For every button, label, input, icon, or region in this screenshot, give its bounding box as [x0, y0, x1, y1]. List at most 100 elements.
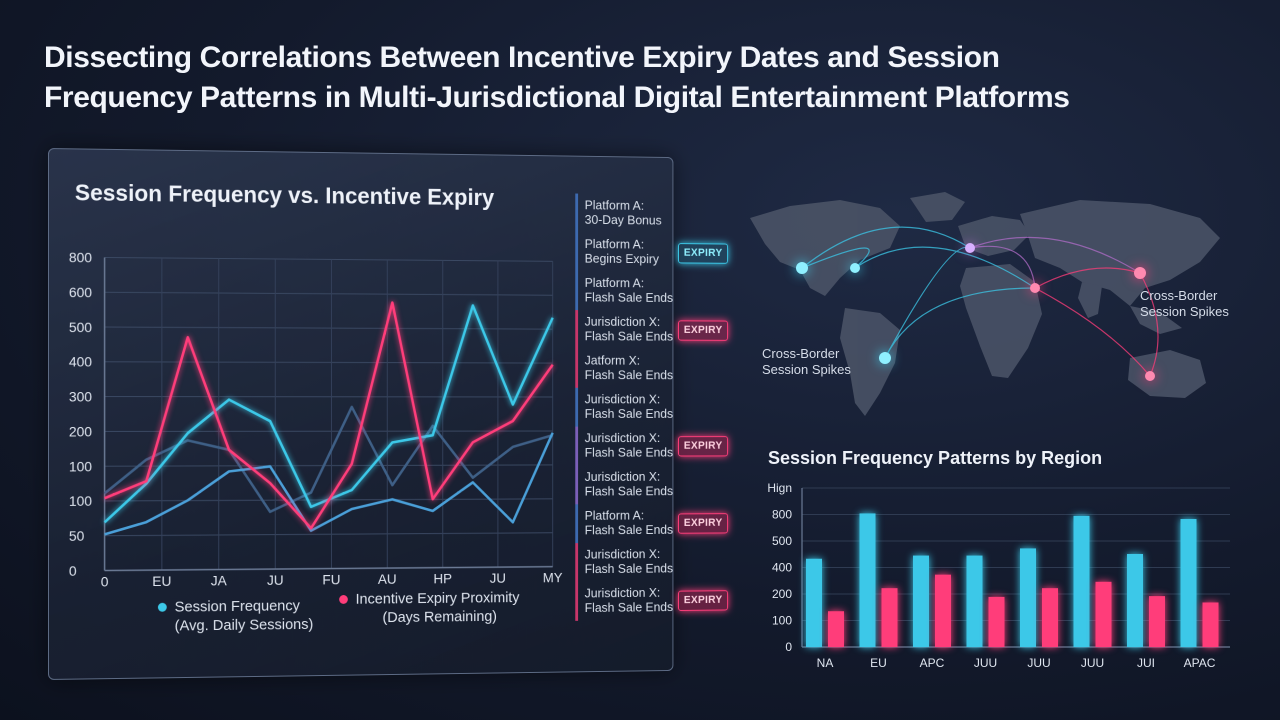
map-arc	[1034, 287, 1151, 377]
map-arc	[884, 287, 1036, 359]
map-label-line: Cross-Border	[1140, 288, 1218, 303]
bar	[1042, 588, 1058, 647]
y-tick-label: 0	[785, 640, 792, 654]
legend-session-sublabel: (Avg. Daily Sessions)	[174, 616, 314, 635]
y-tick-label: 400	[69, 354, 92, 370]
x-tick-label: JUI	[1137, 656, 1155, 670]
event-platform: Jurisdiction X:	[584, 391, 661, 407]
map-label-cross-border-right: Cross-Border Session Spikes	[1140, 288, 1229, 320]
y-tick-label: 400	[772, 561, 792, 575]
legend-incentive-expiry: Incentive Expiry Proximity (Days Remaini…	[339, 588, 519, 627]
x-tick-label: JUU	[1081, 656, 1104, 670]
x-tick-label: FU	[322, 571, 340, 587]
event-item: Platform A: Flash Sale Ends	[575, 271, 695, 311]
x-tick-label: APAC	[1184, 656, 1216, 670]
y-tick-label: 0	[69, 563, 77, 579]
x-tick-label: HP	[433, 570, 452, 586]
map-hotspot	[1134, 267, 1146, 279]
event-item: Jurisdiction X: Flash Sale Ends EXPIRY	[575, 310, 729, 350]
expiry-badge: EXPIRY	[678, 590, 729, 611]
event-platform: Jatform X:	[584, 352, 641, 368]
legend-session-label: Session Frequency	[174, 597, 300, 616]
bar	[859, 513, 876, 647]
x-tick-label: JUU	[974, 656, 997, 670]
series-line	[105, 407, 553, 513]
bar	[1180, 519, 1197, 647]
y-tick-label: 600	[69, 284, 92, 300]
map-hotspot	[850, 263, 860, 273]
y-tick-label: 100	[772, 614, 792, 628]
map-arc	[884, 246, 971, 359]
expiry-badge: EXPIRY	[678, 436, 729, 457]
grid-line	[105, 533, 553, 536]
event-item: Jurisdiction X: Flash Sale Ends	[575, 387, 695, 427]
bar	[988, 596, 1005, 647]
event-item: Platform A: 30-Day Bonus	[575, 193, 695, 234]
x-tick-label: NA	[817, 656, 834, 670]
expiry-badge: EXPIRY	[678, 243, 729, 264]
map-hotspot	[879, 352, 891, 364]
map-southeast-asia	[1130, 306, 1182, 334]
y-tick-label: 200	[772, 587, 792, 601]
map-arc	[1034, 267, 1141, 289]
map-arc	[969, 236, 1141, 274]
map-australia	[1128, 350, 1206, 398]
event-item: Jurisdiction X: Flash Sale Ends EXPIRY	[575, 580, 729, 621]
grid-line	[105, 465, 553, 466]
event-item: Platform A: Begins Expiry EXPIRY	[575, 232, 729, 273]
bar	[1020, 548, 1036, 647]
legend-dot-cyan	[157, 602, 167, 612]
grid-line	[105, 257, 553, 261]
x-tick-label: JU	[267, 572, 284, 588]
map-hotspot	[965, 243, 975, 253]
bar	[1095, 581, 1112, 647]
bar-chart-title: Session Frequency Patterns by Region	[768, 448, 1103, 468]
map-arc	[854, 246, 1036, 289]
event-description: 30-Day Bonus	[584, 212, 662, 228]
map-africa	[960, 264, 1042, 378]
event-item: Jurisdiction X: Flash Sale Ends	[575, 465, 695, 505]
x-tick-label: EU	[870, 656, 887, 670]
map-label-cross-border-left: Cross-Border Session Spikes	[762, 346, 851, 378]
legend-expiry-label: Incentive Expiry Proximity	[355, 589, 520, 608]
page-title: Dissecting Correlations Between Incentiv…	[44, 38, 1244, 118]
expiry-badge: EXPIRY	[678, 513, 729, 534]
grid-line	[105, 292, 553, 295]
bar	[1073, 515, 1090, 647]
map-label-line: Session Spikes	[1140, 304, 1229, 319]
event-description: Flash Sale Ends	[584, 483, 674, 499]
grid-line	[105, 327, 553, 329]
event-platform: Platform A:	[584, 275, 645, 291]
event-description: Flash Sale Ends	[584, 406, 674, 421]
series-line	[105, 303, 553, 522]
line-chart-panel: Session Frequency vs. Incentive Expiry 8…	[48, 148, 729, 680]
bar	[806, 558, 822, 647]
map-label-line: Session Spikes	[762, 362, 851, 377]
x-tick-label: 0	[101, 573, 109, 589]
map-arc	[801, 247, 870, 269]
map-arc	[969, 245, 1036, 289]
y-tick-label: 100	[69, 458, 92, 474]
x-tick-label: APC	[920, 656, 945, 670]
map-arc	[1139, 272, 1159, 377]
y-tick-label: 50	[69, 528, 85, 544]
x-axis	[105, 567, 553, 571]
event-item: Platform A: Flash Sale Ends EXPIRY	[575, 503, 729, 544]
y-tick-label: 800	[69, 249, 92, 265]
bar	[913, 555, 929, 647]
bar	[1149, 596, 1165, 647]
map-hotspot	[1145, 371, 1155, 381]
map-label-line: Cross-Border	[762, 346, 840, 361]
title-line-1: Dissecting Correlations Between Incentiv…	[44, 41, 1000, 74]
bar	[935, 574, 951, 647]
expiry-event-list: Platform A: 30-Day Bonus Platform A: Begins…	[575, 193, 729, 621]
y-tick-label: 500	[772, 534, 792, 548]
event-item: Jurisdiction X: Flash Sale Ends EXPIRY	[575, 426, 729, 466]
x-tick-label: MY	[543, 569, 563, 585]
world-map	[750, 192, 1220, 416]
x-tick-label: AU	[378, 571, 397, 587]
map-asia	[1020, 200, 1220, 306]
x-tick-label: JU	[490, 570, 506, 586]
y-tick-label: Hign	[767, 481, 792, 495]
